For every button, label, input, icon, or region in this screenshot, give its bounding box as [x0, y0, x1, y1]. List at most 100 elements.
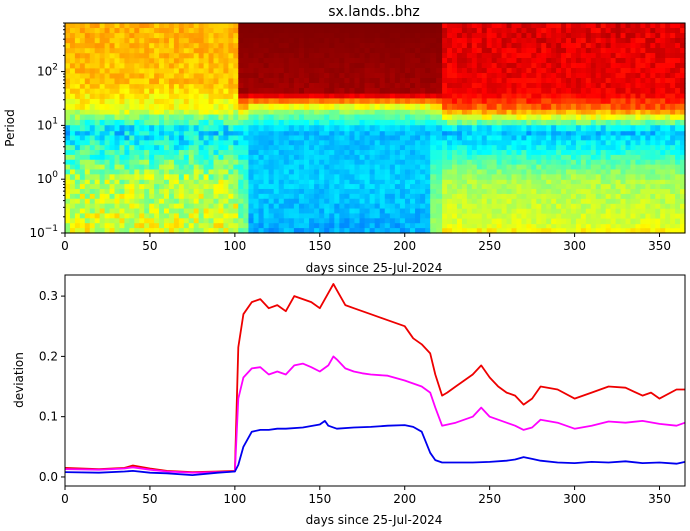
heatmap-cell — [447, 150, 453, 156]
heatmap-cell — [481, 43, 488, 49]
heatmap-cell — [635, 114, 641, 121]
heatmap-cell — [94, 203, 101, 210]
heatmap-cell — [566, 218, 572, 225]
heatmap-cell — [531, 43, 537, 49]
heatmap-cell — [466, 223, 473, 229]
heatmap-cell — [168, 203, 175, 210]
heatmap-cell — [670, 184, 676, 190]
heatmap-cell — [561, 218, 567, 225]
heatmap-cell — [314, 43, 320, 49]
heatmap-cell — [585, 213, 592, 220]
heatmap-cell — [566, 150, 572, 156]
heatmap-cell — [298, 119, 305, 126]
heatmap-cell — [655, 189, 661, 195]
heatmap-cell — [496, 38, 503, 44]
heatmap-cell — [119, 130, 126, 137]
heatmap-cell — [344, 184, 351, 190]
heatmap-cell — [208, 145, 215, 151]
heatmap-cell — [670, 23, 676, 29]
heatmap-cell — [324, 63, 330, 69]
heatmap-cell — [319, 130, 325, 137]
heatmap-cell — [154, 140, 160, 146]
heatmap-cell — [364, 203, 371, 210]
heatmap-cell — [119, 68, 126, 75]
heatmap-cell — [94, 48, 101, 54]
heatmap-cell — [339, 218, 345, 224]
heatmap-cell — [248, 174, 255, 180]
heatmap-cell — [243, 154, 250, 161]
heatmap-cell — [218, 48, 225, 54]
heatmap-cell — [541, 150, 547, 156]
heatmap-cell — [104, 125, 111, 132]
heatmap-cell — [283, 68, 290, 74]
heatmap-cell — [104, 179, 111, 185]
heatmap-cell — [650, 213, 656, 220]
heatmap-cell — [134, 83, 140, 90]
heatmap-cell — [425, 140, 431, 146]
heatmap-cell — [168, 159, 175, 166]
heatmap-cell — [203, 33, 210, 39]
heatmap-cell — [466, 63, 473, 69]
heatmap-cell — [203, 130, 210, 137]
heatmap-cell — [154, 193, 160, 200]
heatmap-cell — [670, 109, 676, 116]
heatmap-cell — [218, 218, 225, 224]
heatmap-cell — [159, 78, 165, 85]
heatmap-cell — [94, 28, 101, 34]
heatmap-cell — [471, 154, 478, 161]
heatmap-cell — [645, 218, 651, 225]
heatmap-cell — [273, 145, 280, 151]
heatmap-cell — [566, 169, 572, 175]
heatmap-cell — [595, 184, 602, 190]
heatmap-cell — [168, 63, 175, 69]
heatmap-cell — [218, 58, 225, 64]
heatmap-cell — [288, 88, 295, 94]
heatmap-cell — [447, 193, 453, 200]
heatmap-cell — [74, 119, 81, 126]
heatmap-cell — [536, 93, 542, 99]
heatmap-cell — [228, 33, 234, 39]
heatmap-cell — [481, 198, 488, 205]
heatmap-cell — [178, 223, 185, 229]
heatmap-cell — [605, 68, 612, 74]
heatmap-cell — [319, 114, 325, 121]
heatmap-cell — [69, 23, 76, 29]
heatmap-cell — [303, 218, 310, 224]
heatmap-cell — [149, 125, 155, 132]
heatmap-cell — [415, 228, 421, 234]
heatmap-cell — [208, 119, 215, 126]
heatmap-cell — [570, 23, 577, 29]
heatmap-cell — [595, 159, 602, 166]
heatmap-cell — [173, 48, 180, 54]
heatmap-cell — [218, 43, 225, 49]
heatmap-cell — [541, 159, 547, 166]
heatmap-cell — [384, 83, 391, 89]
heatmap-cell — [94, 159, 101, 166]
heatmap-cell — [334, 213, 340, 219]
heatmap-cell — [369, 83, 376, 89]
heatmap-cell — [461, 184, 468, 190]
heatmap-cell — [430, 63, 437, 69]
heatmap-cell — [154, 48, 160, 54]
heatmap-cell — [570, 48, 577, 54]
heatmap-cell — [536, 203, 542, 210]
heatmap-cell — [630, 38, 637, 44]
heatmap-cell — [511, 193, 518, 200]
heatmap-cell — [339, 193, 345, 200]
heatmap-cell — [580, 218, 587, 225]
heatmap-cell — [399, 78, 406, 84]
heatmap-cell — [506, 213, 513, 220]
heatmap-cell — [319, 154, 325, 161]
heatmap-cell — [670, 103, 676, 110]
heatmap-cell — [486, 63, 493, 69]
heatmap-cell — [605, 58, 612, 64]
heatmap-cell — [129, 154, 135, 161]
heatmap-cell — [99, 188, 106, 195]
heatmap-cell — [566, 28, 572, 34]
heatmap-cell — [154, 43, 160, 49]
heatmap-cell — [228, 223, 234, 229]
heatmap-cell — [442, 125, 448, 132]
heatmap-cell — [590, 38, 597, 44]
heatmap-cell — [278, 28, 285, 34]
heatmap-cell — [134, 213, 140, 219]
